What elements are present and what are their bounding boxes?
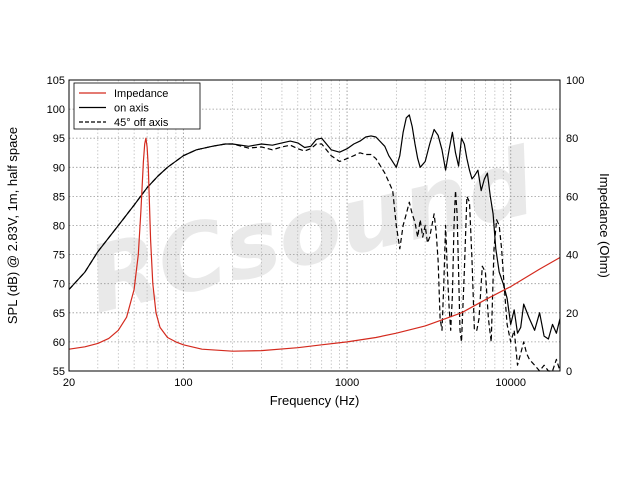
series-line-1 bbox=[68, 114, 561, 340]
y-tick-label: 70 bbox=[53, 279, 65, 291]
y2-tick-label: 0 bbox=[566, 366, 572, 378]
y2-tick-label: 40 bbox=[566, 250, 578, 262]
y-tick-label: 90 bbox=[53, 162, 65, 174]
x-tick-label: 10000 bbox=[495, 377, 526, 389]
y-tick-label: 95 bbox=[53, 133, 65, 145]
y-tick-label: 100 bbox=[47, 104, 65, 116]
y2-tick-label: 20 bbox=[566, 308, 578, 320]
chart-series bbox=[68, 114, 561, 372]
y-tick-label: 65 bbox=[53, 308, 65, 320]
legend-label: Impedance bbox=[114, 88, 168, 100]
legend-label: on axis bbox=[114, 103, 149, 115]
x-axis-label: Frequency (Hz) bbox=[270, 393, 360, 408]
x-tick-label: 20 bbox=[63, 377, 75, 389]
y-tick-label: 75 bbox=[53, 250, 65, 262]
y-tick-label: 80 bbox=[53, 221, 65, 233]
legend-box bbox=[73, 82, 201, 130]
y-tick-label: 105 bbox=[47, 75, 65, 87]
plot-frame bbox=[68, 79, 561, 372]
x-tick-label: 1000 bbox=[335, 377, 359, 389]
y2-tick-label: 100 bbox=[566, 75, 584, 87]
y-tick-label: 55 bbox=[53, 366, 65, 378]
y-tick-label: 60 bbox=[53, 337, 65, 349]
y2-tick-label: 80 bbox=[566, 133, 578, 145]
y-axis-label: SPL (dB) @ 2.83V, 1m, half space bbox=[5, 127, 20, 324]
y-tick-label: 85 bbox=[53, 191, 65, 203]
y2-axis-label: Impedance (Ohm) bbox=[597, 173, 612, 278]
tick-labels: 20 100 1000 10000 55 60 65 70 75 80 85 90 95 100 105 0 2… bbox=[47, 75, 585, 389]
series-line-2 bbox=[68, 143, 561, 372]
legend: Impedance on axis 45° off axis bbox=[73, 82, 201, 130]
legend-label: 45° off axis bbox=[114, 117, 169, 129]
y2-tick-label: 60 bbox=[566, 191, 578, 203]
x-tick-label: 100 bbox=[174, 377, 192, 389]
series-line-0 bbox=[68, 137, 561, 352]
